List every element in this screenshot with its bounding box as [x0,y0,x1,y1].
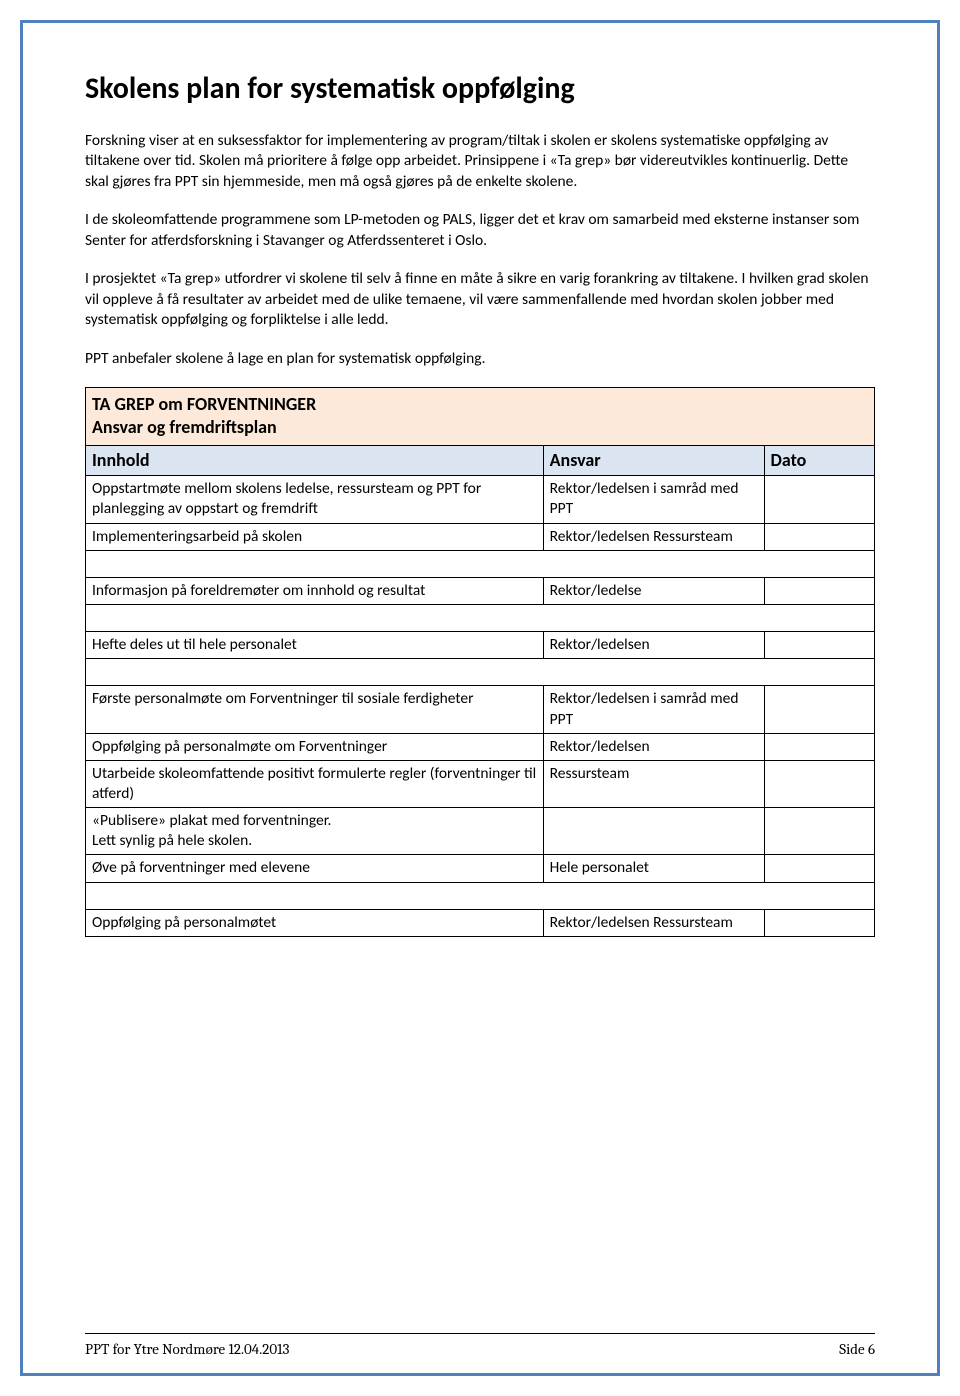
table-cell: Implementeringsarbeid på skolen [86,523,544,550]
table-cell [764,686,874,733]
table-row [86,659,875,686]
table-cell: Rektor/ledelsen Ressursteam [543,909,764,936]
table-cell [764,577,874,604]
table-cell: Rektor/ledelsen i samråd med PPT [543,476,764,523]
table-cell: Ressursteam [543,760,764,807]
table-cell: Rektor/ledelsen Ressursteam [543,523,764,550]
table-cell: Oppfølging på personalmøte om Forventnin… [86,733,544,760]
table-row: Oppfølging på personalmøtetRektor/ledels… [86,909,875,936]
table-cell: Utarbeide skoleomfattende positivt formu… [86,760,544,807]
table-row: «Publisere» plakat med forventninger.Let… [86,808,875,855]
spacer-cell [86,882,875,909]
table-row [86,882,875,909]
table-cell [764,760,874,807]
spacer-cell [86,604,875,631]
header-innhold: Innhold [86,445,544,475]
table-header-row: Innhold Ansvar Dato [86,445,875,475]
table-cell [764,476,874,523]
table-cell: Rektor/ledelsen i samråd med PPT [543,686,764,733]
table-cell: Rektor/ledelsen [543,632,764,659]
footer-right: Side 6 [839,1340,875,1358]
table-row: Første personalmøte om Forventninger til… [86,686,875,733]
table-cell [764,523,874,550]
page-heading: Skolens plan for systematisk oppfølging [85,70,875,107]
table-body: Oppstartmøte mellom skolens ledelse, res… [86,476,875,937]
paragraph-3: I prosjektet «Ta grep» utfordrer vi skol… [85,269,875,330]
page-footer: PPT for Ytre Nordmøre 12.04.2013 Side 6 [85,1340,875,1358]
paragraph-4: PPT anbefaler skolene å lage en plan for… [85,349,875,369]
footer-left: PPT for Ytre Nordmøre 12.04.2013 [85,1340,289,1358]
table-cell: Hefte deles ut til hele personalet [86,632,544,659]
table-cell: Rektor/ledelse [543,577,764,604]
plan-table: TA GREP om FORVENTNINGER Ansvar og fremd… [85,387,875,937]
table-cell: Informasjon på foreldremøter om innhold … [86,577,544,604]
page-content: Skolens plan for systematisk oppfølging … [85,70,875,937]
table-row: Oppstartmøte mellom skolens ledelse, res… [86,476,875,523]
spacer-cell [86,659,875,686]
table-cell: Rektor/ledelsen [543,733,764,760]
header-dato: Dato [764,445,874,475]
table-row: Informasjon på foreldremøter om innhold … [86,577,875,604]
spacer-cell [86,550,875,577]
table-cell [543,808,764,855]
table-cell: Hele personalet [543,855,764,882]
table-cell [764,808,874,855]
footer-divider [85,1333,875,1334]
table-cell: Øve på forventninger med elevene [86,855,544,882]
table-title-line1: TA GREP om FORVENTNINGER [92,393,316,415]
table-row: Øve på forventninger med eleveneHele per… [86,855,875,882]
table-row [86,604,875,631]
table-cell: «Publisere» plakat med forventninger.Let… [86,808,544,855]
table-row: Utarbeide skoleomfattende positivt formu… [86,760,875,807]
table-cell [764,632,874,659]
table-row: Implementeringsarbeid på skolenRektor/le… [86,523,875,550]
paragraph-2: I de skoleomfattende programmene som LP-… [85,210,875,251]
table-title-cell: TA GREP om FORVENTNINGER Ansvar og fremd… [86,388,875,446]
table-cell: Oppfølging på personalmøtet [86,909,544,936]
table-title-row: TA GREP om FORVENTNINGER Ansvar og fremd… [86,388,875,446]
header-ansvar: Ansvar [543,445,764,475]
table-cell [764,909,874,936]
table-row [86,550,875,577]
table-cell: Første personalmøte om Forventninger til… [86,686,544,733]
table-cell [764,733,874,760]
table-row: Hefte deles ut til hele personaletRektor… [86,632,875,659]
table-row: Oppfølging på personalmøte om Forventnin… [86,733,875,760]
table-title-line2: Ansvar og fremdriftsplan [92,416,868,439]
paragraph-1: Forskning viser at en suksessfaktor for … [85,131,875,192]
table-cell: Oppstartmøte mellom skolens ledelse, res… [86,476,544,523]
table-cell [764,855,874,882]
